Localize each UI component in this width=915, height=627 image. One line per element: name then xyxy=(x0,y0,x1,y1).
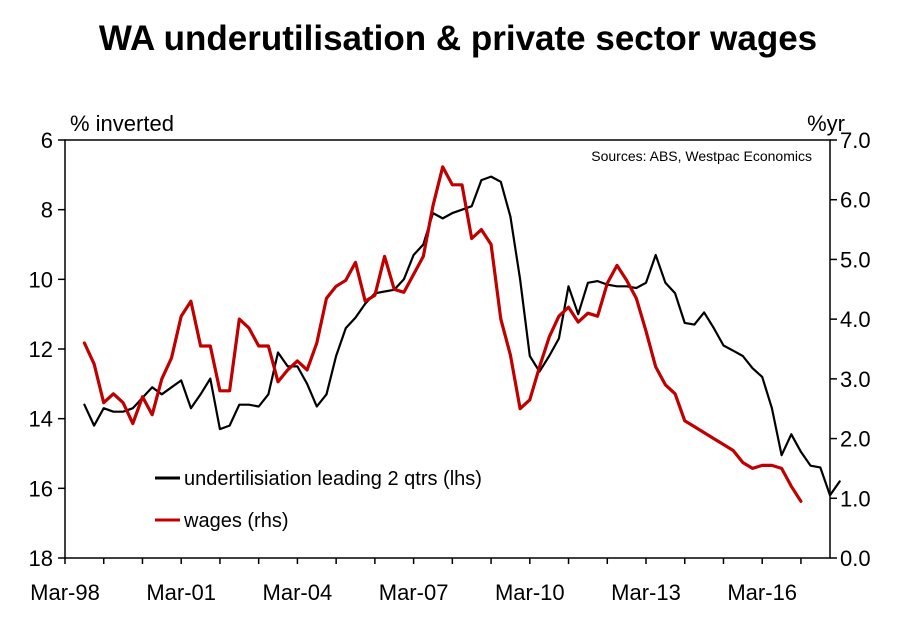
left-axis-unit-label: % inverted xyxy=(70,111,174,136)
right-tick-label: 1.0 xyxy=(840,486,871,511)
x-tick-label: Mar-07 xyxy=(379,580,449,605)
right-axis: 0.0 1.0 2.0 3.0 4.0 5.0 6.0 7.0 xyxy=(830,128,871,571)
right-tick-label: 3.0 xyxy=(840,367,871,392)
right-tick-label: 4.0 xyxy=(840,307,871,332)
right-tick-label: 6.0 xyxy=(840,188,871,213)
left-tick-label: 6 xyxy=(41,128,53,153)
left-tick-label: 14 xyxy=(29,407,53,432)
right-tick-label: 0.0 xyxy=(840,546,871,571)
left-tick-label: 12 xyxy=(29,337,53,362)
x-tick-label: Mar-16 xyxy=(727,580,797,605)
wages-line xyxy=(82,165,803,503)
left-tick-label: 10 xyxy=(29,267,53,292)
legend-label-wages: wages (rhs) xyxy=(183,510,288,532)
chart-title: WA underutilisation & private sector wag… xyxy=(99,19,817,58)
x-tick-label: Mar-04 xyxy=(263,580,333,605)
right-tick-label: 7.0 xyxy=(840,128,871,153)
left-tick-label: 8 xyxy=(41,198,53,223)
underutilisation-line xyxy=(83,175,841,497)
legend: undertilisiation leading 2 qtrs (lhs) wa… xyxy=(155,468,482,532)
x-tick-label: Mar-10 xyxy=(495,580,565,605)
right-tick-label: 2.0 xyxy=(840,427,871,452)
legend-label-underutilisation: undertilisiation leading 2 qtrs (lhs) xyxy=(184,468,482,490)
x-tick-label: Mar-01 xyxy=(146,580,216,605)
x-axis: Mar-98 Mar-01 Mar-04 Mar-07 Mar-10 Mar-13 Mar-… xyxy=(30,558,802,605)
right-tick-label: 5.0 xyxy=(840,247,871,272)
series-layer xyxy=(82,165,841,503)
x-tick-label: Mar-13 xyxy=(611,580,681,605)
left-tick-label: 18 xyxy=(29,546,53,571)
left-axis: 6 8 10 12 14 16 18 xyxy=(29,128,65,571)
left-tick-label: 16 xyxy=(29,476,53,501)
right-axis-unit-label: %yr xyxy=(807,111,845,136)
plot-area-frame xyxy=(64,139,831,559)
source-note: Sources: ABS, Westpac Economics xyxy=(591,148,812,164)
x-tick-label: Mar-98 xyxy=(30,580,100,605)
